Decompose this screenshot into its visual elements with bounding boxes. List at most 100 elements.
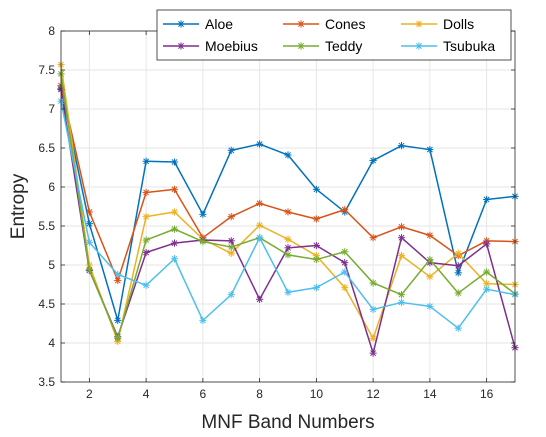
series-layer bbox=[57, 60, 519, 357]
legend-item-moebius: Moebius bbox=[163, 38, 258, 54]
y-tick-label: 7 bbox=[48, 102, 55, 116]
y-tick-label: 5 bbox=[48, 258, 55, 272]
data-point bbox=[256, 295, 264, 303]
data-point bbox=[199, 238, 207, 246]
data-point bbox=[397, 223, 406, 231]
data-point bbox=[170, 185, 179, 193]
data-point bbox=[142, 281, 150, 289]
legend-label: Tsubuka bbox=[443, 38, 495, 54]
data-point bbox=[426, 273, 434, 281]
data-point bbox=[397, 291, 406, 299]
legend-marker bbox=[415, 42, 423, 50]
data-point bbox=[170, 225, 179, 233]
data-point bbox=[369, 156, 377, 165]
data-point bbox=[227, 291, 235, 299]
data-point bbox=[256, 199, 264, 207]
legend-box bbox=[156, 9, 512, 61]
data-point bbox=[142, 157, 150, 165]
data-point bbox=[483, 285, 491, 293]
data-point bbox=[199, 210, 207, 218]
data-point bbox=[426, 145, 434, 154]
data-point bbox=[227, 243, 235, 251]
data-point bbox=[397, 252, 406, 260]
y-tick-label: 8 bbox=[48, 24, 55, 38]
data-point bbox=[341, 259, 349, 267]
data-point bbox=[483, 195, 491, 204]
data-point bbox=[284, 208, 292, 216]
data-point bbox=[369, 234, 377, 242]
axes bbox=[60, 30, 516, 383]
data-point bbox=[256, 234, 264, 242]
data-point bbox=[369, 334, 377, 342]
x-tick-label: 6 bbox=[200, 387, 207, 401]
plot-frame bbox=[60, 30, 516, 383]
data-point bbox=[312, 284, 320, 292]
data-point bbox=[114, 277, 122, 285]
legend-marker bbox=[177, 20, 185, 28]
data-point bbox=[85, 220, 93, 228]
data-point bbox=[256, 221, 264, 229]
data-point bbox=[369, 305, 377, 314]
legend-label: Teddy bbox=[325, 38, 362, 54]
legend-item-cones: Cones bbox=[283, 16, 365, 32]
data-point bbox=[341, 268, 349, 276]
data-point bbox=[142, 248, 150, 257]
series-dolls bbox=[57, 60, 519, 346]
data-point bbox=[426, 302, 434, 310]
y-tick-label: 6 bbox=[48, 180, 55, 194]
legend-label: Moebius bbox=[205, 38, 258, 54]
legend-marker bbox=[297, 20, 305, 28]
data-point bbox=[397, 298, 406, 307]
x-tick-label: 16 bbox=[480, 387, 494, 401]
data-point bbox=[341, 248, 349, 256]
data-point bbox=[284, 244, 292, 252]
data-point bbox=[312, 241, 320, 250]
x-tick-label: 2 bbox=[86, 387, 93, 401]
data-point bbox=[483, 240, 491, 248]
data-point bbox=[85, 266, 93, 274]
data-point bbox=[397, 142, 406, 150]
grid-lines bbox=[61, 30, 515, 383]
data-point bbox=[284, 235, 292, 243]
x-tick-label: 8 bbox=[256, 387, 263, 401]
data-point bbox=[227, 237, 235, 245]
series-aloe bbox=[57, 85, 519, 324]
data-point bbox=[483, 268, 491, 276]
data-point bbox=[170, 208, 179, 216]
y-tick-label: 4.5 bbox=[38, 297, 55, 311]
data-point bbox=[114, 334, 122, 342]
y-axis-title: Entropy bbox=[8, 173, 29, 239]
tick-labels: 2 4 6 8 10 12 14 16 3.5 4 4.5 5 5.5 6 6.5 7 7.5 8 bbox=[38, 24, 493, 401]
data-point bbox=[454, 262, 462, 270]
data-point bbox=[341, 284, 349, 292]
y-tick-label: 6.5 bbox=[38, 141, 55, 155]
data-point bbox=[426, 231, 434, 239]
data-point bbox=[341, 206, 349, 214]
x-tick-label: 10 bbox=[310, 387, 324, 401]
data-point bbox=[142, 236, 150, 244]
data-point bbox=[369, 349, 377, 357]
series-moebius bbox=[57, 85, 519, 357]
x-tick-label: 12 bbox=[366, 387, 380, 401]
data-point bbox=[284, 288, 292, 296]
legend-label: Dolls bbox=[443, 16, 474, 32]
data-point bbox=[454, 324, 462, 332]
data-point bbox=[85, 208, 93, 216]
data-point bbox=[227, 249, 235, 257]
data-point bbox=[397, 234, 406, 242]
legend-item-teddy: Teddy bbox=[283, 38, 362, 54]
data-point bbox=[369, 279, 377, 287]
x-tick-label: 4 bbox=[143, 387, 150, 401]
data-point bbox=[227, 213, 235, 221]
data-point bbox=[426, 255, 434, 264]
data-point bbox=[227, 146, 235, 154]
data-point bbox=[454, 269, 462, 277]
data-point bbox=[142, 213, 150, 221]
y-tick-label: 4 bbox=[48, 336, 55, 350]
data-point bbox=[170, 255, 179, 263]
data-point bbox=[284, 151, 292, 159]
x-axis-title: MNF Band Numbers bbox=[201, 412, 374, 433]
legend-item-dolls: Dolls bbox=[401, 16, 474, 32]
